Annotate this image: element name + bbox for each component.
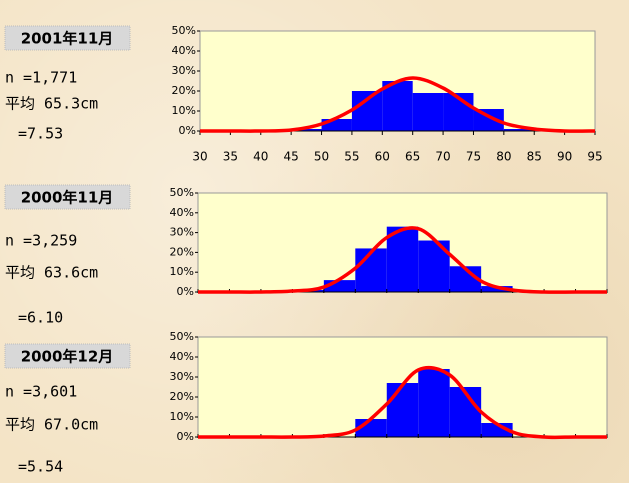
- y-tick-label: 0%: [179, 124, 196, 137]
- stat-text: n =3,259: [5, 232, 77, 250]
- x-tick-label: 50: [314, 150, 329, 164]
- y-tick-label: 10%: [170, 265, 194, 278]
- bar: [291, 129, 322, 131]
- y-tick-label: 20%: [170, 245, 194, 258]
- x-tick-label: 55: [344, 150, 359, 164]
- stat-text: n =1,771: [5, 69, 77, 87]
- stat-text: n =3,601: [5, 383, 77, 401]
- y-tick-label: 10%: [172, 104, 196, 117]
- y-tick-label: 0%: [177, 285, 194, 298]
- y-tick-label: 40%: [170, 206, 194, 219]
- x-tick-label: 90: [557, 150, 572, 164]
- y-tick-label: 50%: [170, 186, 194, 199]
- bar: [351, 91, 383, 131]
- chart-title: 2000年11月: [21, 189, 114, 207]
- normal-curve: [198, 365, 607, 440]
- stat-text: 平均 67.0cm: [5, 416, 98, 434]
- x-tick-label: 80: [496, 150, 511, 164]
- bar: [473, 109, 504, 131]
- y-tick-label: 50%: [172, 24, 196, 37]
- title-box: [4, 25, 131, 51]
- bar: [386, 226, 419, 292]
- y-tick-label: 30%: [172, 64, 196, 77]
- chart-title: 2001年11月: [21, 30, 114, 48]
- x-tick-label: 85: [527, 150, 542, 164]
- y-tick-label: 40%: [170, 350, 194, 363]
- x-tick-label: 95: [587, 150, 602, 164]
- y-tick-label: 50%: [170, 330, 194, 343]
- y-tick-label: 0%: [177, 430, 194, 443]
- bar: [418, 369, 450, 437]
- y-tick-label: 10%: [170, 410, 194, 423]
- title-box: [4, 184, 131, 210]
- stat-text: =5.54: [18, 458, 63, 476]
- x-tick-label: 60: [375, 150, 390, 164]
- x-tick-label: 30: [192, 150, 207, 164]
- x-tick-label: 45: [284, 150, 299, 164]
- bar: [355, 248, 387, 292]
- y-tick-label: 30%: [170, 226, 194, 239]
- stat-text: 平均 65.3cm: [5, 95, 98, 113]
- bar: [323, 280, 356, 292]
- chart-title: 2000年12月: [21, 348, 114, 366]
- bar: [481, 286, 513, 292]
- bar: [382, 81, 413, 131]
- title-box: [4, 343, 131, 369]
- normal-curve: [200, 76, 596, 133]
- y-tick-label: 20%: [172, 84, 196, 97]
- y-tick-label: 20%: [170, 390, 194, 403]
- x-tick-label: 75: [466, 150, 481, 164]
- bar: [386, 383, 419, 437]
- normal-curve: [198, 226, 607, 294]
- bar: [412, 93, 444, 131]
- stat-text: =6.10: [18, 309, 63, 327]
- x-tick-label: 65: [405, 150, 420, 164]
- stat-text: =7.53: [18, 125, 63, 143]
- stat-text: 平均 63.6cm: [5, 264, 98, 282]
- y-tick-label: 40%: [172, 44, 196, 57]
- x-tick-label: 35: [223, 150, 238, 164]
- x-tick-label: 70: [435, 150, 450, 164]
- x-tick-label: 40: [253, 150, 268, 164]
- y-tick-label: 30%: [170, 370, 194, 383]
- bar: [503, 129, 535, 131]
